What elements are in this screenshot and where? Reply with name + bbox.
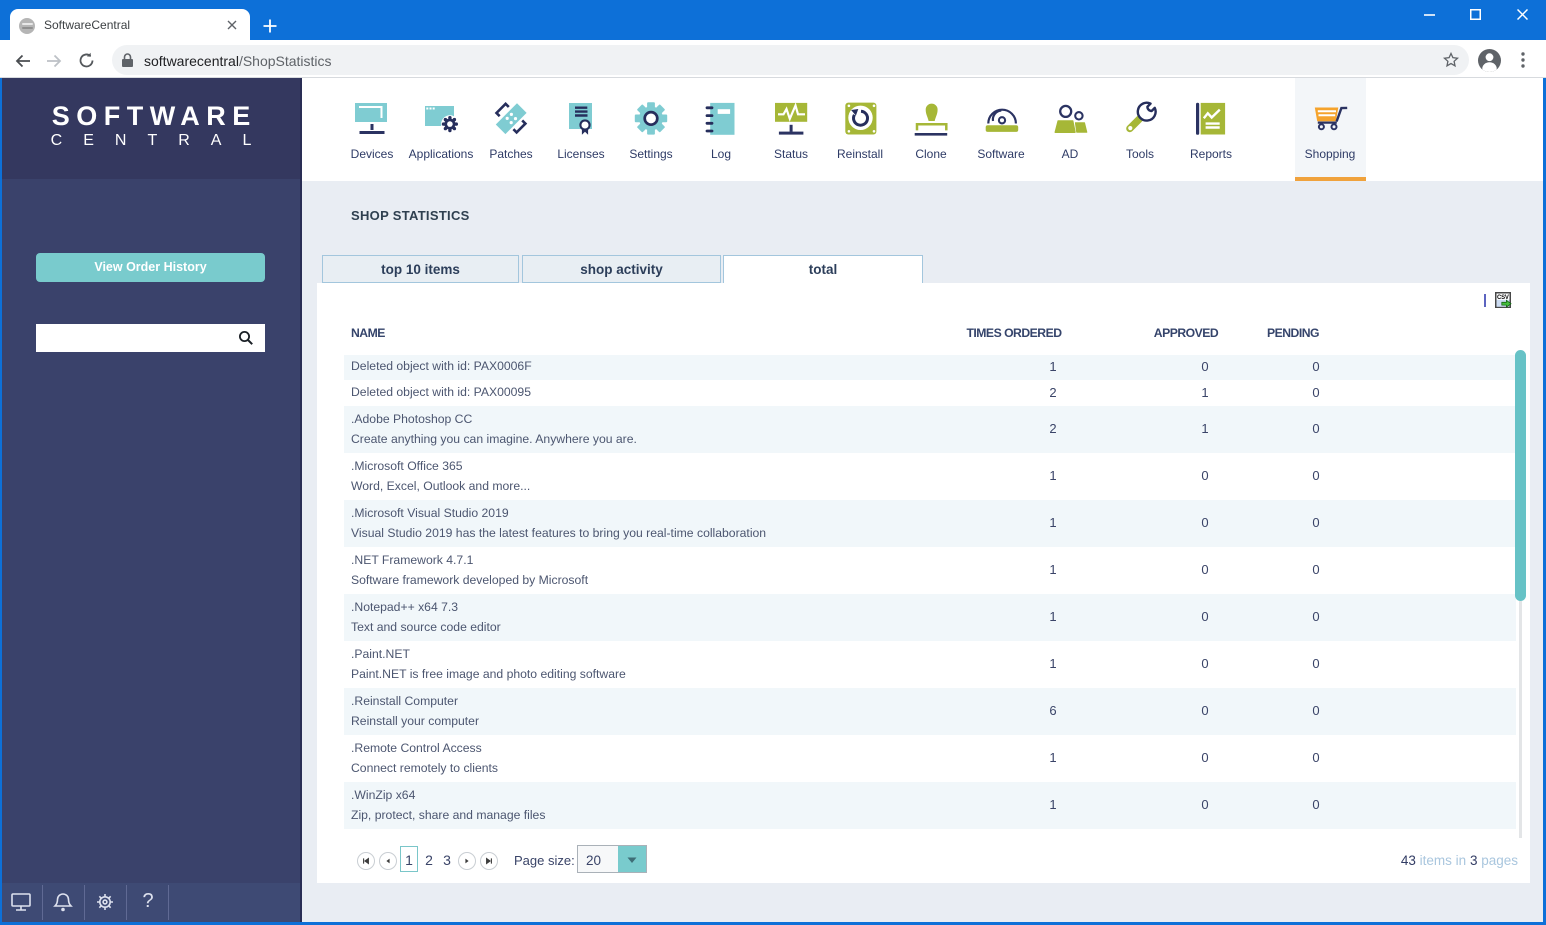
svg-text:CSV: CSV [1497, 295, 1509, 301]
